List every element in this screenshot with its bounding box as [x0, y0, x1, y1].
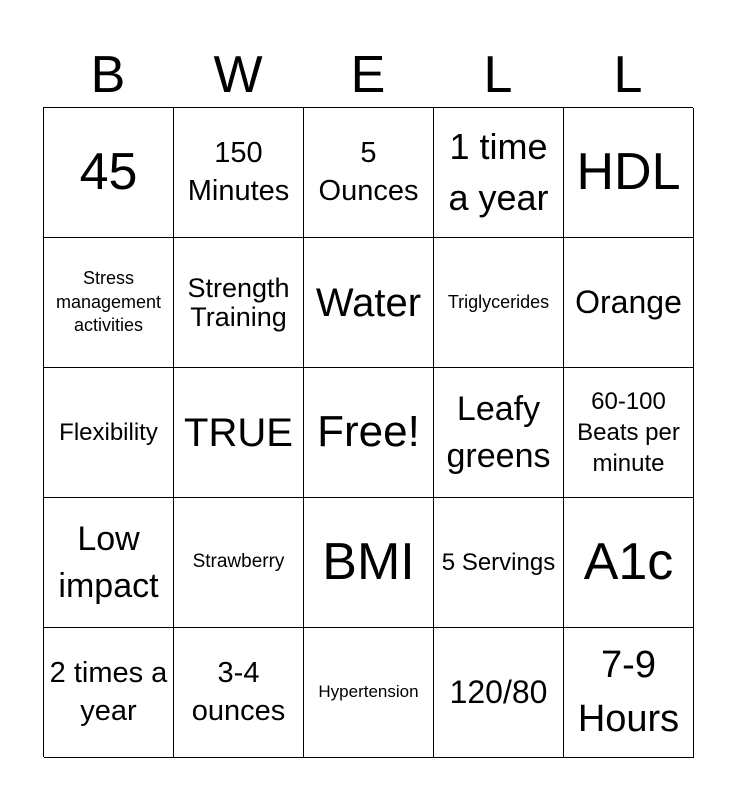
- bingo-cell-text: Free!: [317, 407, 420, 457]
- bingo-cell-r3-c1[interactable]: Flexibility: [44, 368, 174, 498]
- bingo-cell-r1-c1[interactable]: 45: [44, 108, 174, 238]
- bingo-cell-text: 45: [79, 143, 138, 202]
- bingo-cell-text: Triglycerides: [447, 291, 550, 312]
- bingo-cell-text: 7-9 Hours: [577, 644, 680, 740]
- bingo-cell-text: BMI: [322, 533, 415, 592]
- bingo-card-grid: 45 150 Minutes 5 Ounces 1 time a year HD…: [43, 107, 694, 758]
- bingo-cell-text: 3-4 ounces: [191, 656, 286, 727]
- bingo-cell-r2-c1[interactable]: Stress management activities: [44, 238, 174, 368]
- bingo-cell-r3-c4[interactable]: Leafy greens: [434, 368, 564, 498]
- bingo-cell-r2-c3[interactable]: Water: [304, 238, 434, 368]
- bingo-cell-r2-c5[interactable]: Orange: [564, 238, 694, 368]
- bingo-cell-r5-c2[interactable]: 3-4 ounces: [174, 628, 304, 758]
- bingo-cell-text: Flexibility: [59, 418, 158, 446]
- bingo-cell-r4-c2[interactable]: Strawberry: [174, 498, 304, 628]
- header-letter-b: B: [90, 46, 126, 104]
- bingo-cell-text: HDL: [576, 143, 681, 202]
- bingo-cell-text: Stress management activities: [55, 268, 162, 336]
- bingo-cell-text: 1 time a year: [448, 126, 549, 218]
- bingo-cell-r5-c1[interactable]: 2 times a year: [44, 628, 174, 758]
- bingo-cell-r4-c5[interactable]: A1c: [564, 498, 694, 628]
- bingo-cell-r4-c1[interactable]: Low impact: [44, 498, 174, 628]
- bingo-cell-text: A1c: [583, 533, 674, 592]
- bingo-cell-text: 60-100 Beats per minute: [577, 387, 680, 478]
- bingo-cell-text: Strawberry: [192, 551, 285, 573]
- bingo-cell-text: Water: [315, 280, 422, 325]
- bingo-cell-r4-c4[interactable]: 5 Servings: [434, 498, 564, 628]
- header-letter-e: E: [350, 46, 386, 104]
- bingo-cell-text: 2 times a year: [49, 656, 168, 727]
- bingo-cell-r3-c2[interactable]: TRUE: [174, 368, 304, 498]
- bingo-cell-r2-c4[interactable]: Triglycerides: [434, 238, 564, 368]
- bingo-cell-text: 5 Ounces: [318, 136, 419, 207]
- bingo-cell-r5-c4[interactable]: 120/80: [434, 628, 564, 758]
- header-letter-l: L: [483, 46, 513, 104]
- bingo-cell-text: Strength Training: [187, 273, 290, 332]
- bingo-cell-text: 150 Minutes: [187, 136, 290, 207]
- bingo-cell-r2-c2[interactable]: Strength Training: [174, 238, 304, 368]
- header-letter-w: W: [213, 46, 263, 104]
- bingo-cell-r3-c5[interactable]: 60-100 Beats per minute: [564, 368, 694, 498]
- header-letter-l-2: L: [613, 46, 643, 104]
- bingo-cell-r5-c3[interactable]: Hypertension: [304, 628, 434, 758]
- bingo-cell-r5-c5[interactable]: 7-9 Hours: [564, 628, 694, 758]
- bingo-cell-text: Orange: [575, 283, 682, 320]
- bingo-cell-text: 120/80: [449, 673, 548, 710]
- bingo-header: B W E L L: [43, 44, 693, 106]
- bingo-cell-r4-c3[interactable]: BMI: [304, 498, 434, 628]
- bingo-cell-text: Low impact: [58, 519, 159, 605]
- bingo-cell-r1-c5[interactable]: HDL: [564, 108, 694, 238]
- bingo-cell-text: Hypertension: [318, 682, 419, 702]
- bingo-cell-r1-c4[interactable]: 1 time a year: [434, 108, 564, 238]
- bingo-cell-text: Leafy greens: [446, 389, 551, 475]
- bingo-cell-r3-c3[interactable]: Free!: [304, 368, 434, 498]
- bingo-cell-text: 5 Servings: [441, 548, 556, 576]
- bingo-cell-r1-c2[interactable]: 150 Minutes: [174, 108, 304, 238]
- bingo-cell-r1-c3[interactable]: 5 Ounces: [304, 108, 434, 238]
- bingo-cell-text: TRUE: [184, 410, 293, 455]
